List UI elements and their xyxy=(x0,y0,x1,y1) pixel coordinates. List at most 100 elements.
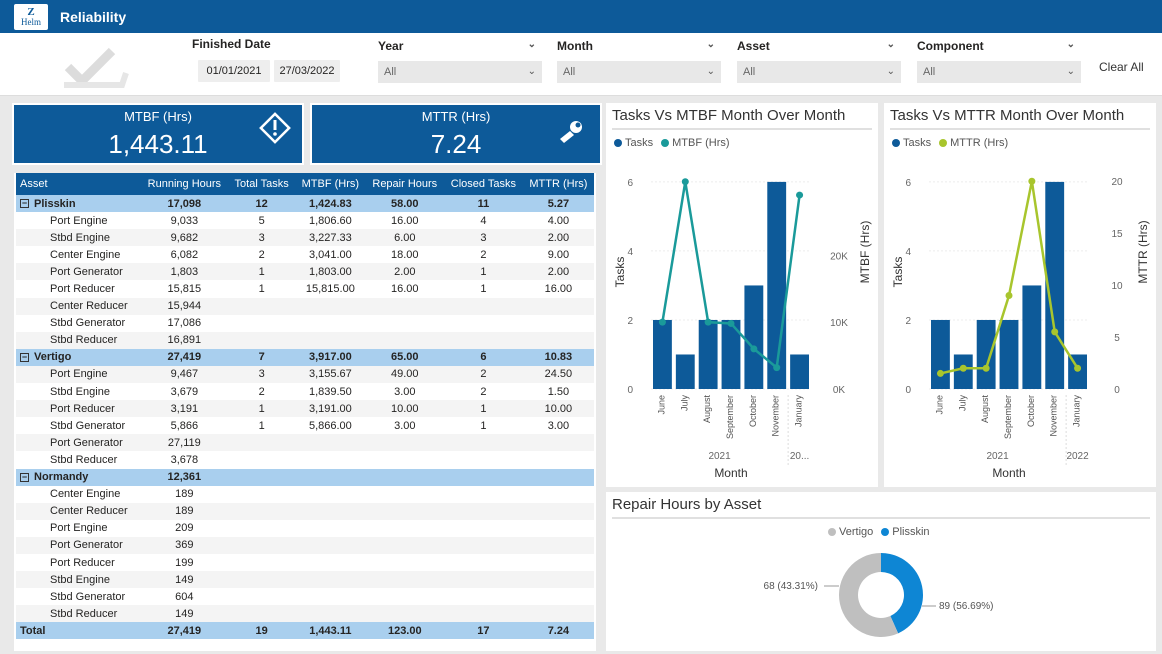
donut-slice[interactable] xyxy=(881,553,923,634)
bar-tasks[interactable] xyxy=(931,319,950,389)
column-header[interactable]: Running Hours xyxy=(140,173,229,195)
line-point[interactable] xyxy=(1028,177,1036,185)
category-label: July xyxy=(679,395,689,412)
table-row[interactable]: Port Generator 369 xyxy=(16,536,594,554)
group-row[interactable]: − Vertigo 27,419 7 3,917.00 65.00 6 10.83 xyxy=(16,348,594,366)
slice-label: 68 (43.31%) xyxy=(764,581,818,592)
table-row[interactable]: Stbd Reducer 16,891 xyxy=(16,331,594,349)
line-point[interactable] xyxy=(773,364,781,372)
bar-tasks[interactable] xyxy=(767,181,787,389)
collapse-icon[interactable]: − xyxy=(20,198,29,209)
group-name-cell[interactable]: − Normandy xyxy=(16,468,141,486)
line-point[interactable] xyxy=(1051,328,1059,336)
bar-tasks[interactable] xyxy=(976,319,996,389)
group-row[interactable]: − Plisskin 17,098 12 1,424.83 58.00 11 5.27 xyxy=(16,195,594,213)
collapse-icon[interactable]: − xyxy=(20,351,29,362)
column-header[interactable]: MTBF (Hrs) xyxy=(295,173,366,195)
collapse-icon[interactable]: − xyxy=(20,471,29,482)
table-row[interactable]: Port Engine 209 xyxy=(16,520,594,537)
bar-tasks[interactable] xyxy=(953,354,973,389)
bar-tasks[interactable] xyxy=(721,319,741,389)
table-row[interactable]: Port Reducer 15,815 1 15,815.00 16.00 1 16.00 xyxy=(16,280,594,297)
table-row[interactable]: Stbd Reducer 3,678 xyxy=(16,451,594,468)
table-cell: 1 xyxy=(258,419,265,432)
line-point[interactable] xyxy=(727,319,735,327)
right-tick-label: 5 xyxy=(1114,333,1120,344)
column-header[interactable]: Total Tasks xyxy=(228,173,296,195)
bar-tasks[interactable] xyxy=(790,354,809,389)
bar-tasks[interactable] xyxy=(698,319,718,389)
asset-slicer[interactable]: Asset ⌄ All ⌄ xyxy=(737,39,901,83)
table-row[interactable]: Center Reducer 189 xyxy=(16,502,594,520)
table-row[interactable]: Center Engine 189 xyxy=(16,486,594,503)
table-row[interactable]: Center Engine 6,082 2 3,041.00 18.00 2 9.00 xyxy=(16,246,594,263)
chevron-down-icon[interactable]: ⌄ xyxy=(706,39,715,50)
table-row[interactable]: Stbd Generator 604 xyxy=(16,588,594,605)
table-cell: 7 xyxy=(228,348,296,366)
table-cell: 149 xyxy=(140,605,229,623)
line-point[interactable] xyxy=(750,345,758,353)
asset-dropdown[interactable]: All ⌄ xyxy=(737,61,901,83)
table-cell xyxy=(365,502,444,520)
date-from-input[interactable]: 01/01/2021 xyxy=(198,60,270,82)
chevron-down-icon[interactable]: ⌄ xyxy=(886,39,895,50)
line-point[interactable] xyxy=(982,364,990,372)
column-header[interactable]: Asset xyxy=(16,173,141,195)
group-name-cell[interactable]: − Plisskin xyxy=(16,195,141,213)
chevron-down-icon[interactable]: ⌄ xyxy=(527,39,536,50)
date-to-input[interactable]: 27/03/2022 xyxy=(274,60,340,82)
clear-all-button[interactable]: Clear All xyxy=(1099,60,1144,74)
table-row[interactable]: Stbd Reducer 149 xyxy=(16,605,594,623)
column-header[interactable]: MTTR (Hrs) xyxy=(522,173,594,195)
table-row[interactable]: Center Reducer 15,944 xyxy=(16,297,594,315)
bar-tasks[interactable] xyxy=(653,319,672,389)
line-point[interactable] xyxy=(1074,364,1082,372)
component-dropdown[interactable]: All ⌄ xyxy=(917,61,1081,83)
column-header[interactable]: Closed Tasks xyxy=(443,173,523,195)
table-row[interactable]: Port Generator 27,119 xyxy=(16,434,594,452)
bar-tasks[interactable] xyxy=(999,319,1019,389)
month-dropdown[interactable]: All ⌄ xyxy=(557,61,721,83)
legend-tasks[interactable]: Tasks xyxy=(892,137,931,149)
table-cell xyxy=(443,502,523,520)
legend-tasks[interactable]: Tasks xyxy=(614,137,653,149)
component-slicer[interactable]: Component ⌄ All ⌄ xyxy=(917,39,1081,83)
donut-slice[interactable] xyxy=(839,553,899,637)
column-header[interactable]: Repair Hours xyxy=(365,173,444,195)
table-row[interactable]: Stbd Engine 149 xyxy=(16,571,594,589)
month-slicer[interactable]: Month ⌄ All ⌄ xyxy=(557,39,721,83)
legend-mtbf[interactable]: MTBF (Hrs) xyxy=(661,137,730,149)
line-point[interactable] xyxy=(1005,292,1013,300)
table-row[interactable]: Stbd Generator 5,866 1 5,866.00 3.00 1 3.00 xyxy=(16,417,594,434)
line-point[interactable] xyxy=(796,191,804,199)
table-row[interactable]: Stbd Engine 9,682 3 3,227.33 6.00 3 2.00 xyxy=(16,229,594,247)
line-point[interactable] xyxy=(704,318,712,326)
year-dropdown[interactable]: All ⌄ xyxy=(378,61,542,83)
bar-tasks[interactable] xyxy=(1068,354,1087,389)
line-point[interactable] xyxy=(658,318,666,326)
table-cell: 3,227.33 xyxy=(295,229,366,247)
bar-tasks[interactable] xyxy=(744,285,764,389)
chevron-down-icon[interactable]: ⌄ xyxy=(1066,39,1075,50)
table-row[interactable]: Stbd Engine 3,679 2 1,839.50 3.00 2 1.50 xyxy=(16,383,594,400)
legend-mttr[interactable]: MTTR (Hrs) xyxy=(939,137,1008,149)
table-cell: 27,419 xyxy=(140,622,229,640)
bar-tasks[interactable] xyxy=(675,354,695,389)
table-row[interactable]: Port Engine 9,467 3 3,155.67 49.00 2 24.50 xyxy=(16,365,594,384)
line-point[interactable] xyxy=(959,364,967,372)
bar-tasks[interactable] xyxy=(1022,285,1042,389)
legend-plisskin[interactable]: Plisskin xyxy=(881,526,930,538)
table-cell xyxy=(295,588,365,605)
line-point[interactable] xyxy=(936,369,944,377)
table-row[interactable]: Port Engine 9,033 5 1,806.60 16.00 4 4.00 xyxy=(16,212,594,229)
table-row[interactable]: Port Reducer 199 xyxy=(16,554,594,571)
chart-title: Tasks Vs MTTR Month Over Month xyxy=(890,107,1125,124)
year-slicer[interactable]: Year ⌄ All ⌄ xyxy=(378,39,542,83)
group-row[interactable]: − Normandy 12,361 xyxy=(16,468,594,486)
table-row[interactable]: Stbd Generator 17,086 xyxy=(16,315,594,332)
group-name-cell[interactable]: − Vertigo xyxy=(16,348,141,366)
table-row[interactable]: Port Reducer 3,191 1 3,191.00 10.00 1 10.00 xyxy=(16,400,594,418)
table-row[interactable]: Port Generator 1,803 1 1,803.00 2.00 1 2.00 xyxy=(16,263,594,281)
legend-vertigo[interactable]: Vertigo xyxy=(828,526,873,538)
line-point[interactable] xyxy=(681,178,689,186)
